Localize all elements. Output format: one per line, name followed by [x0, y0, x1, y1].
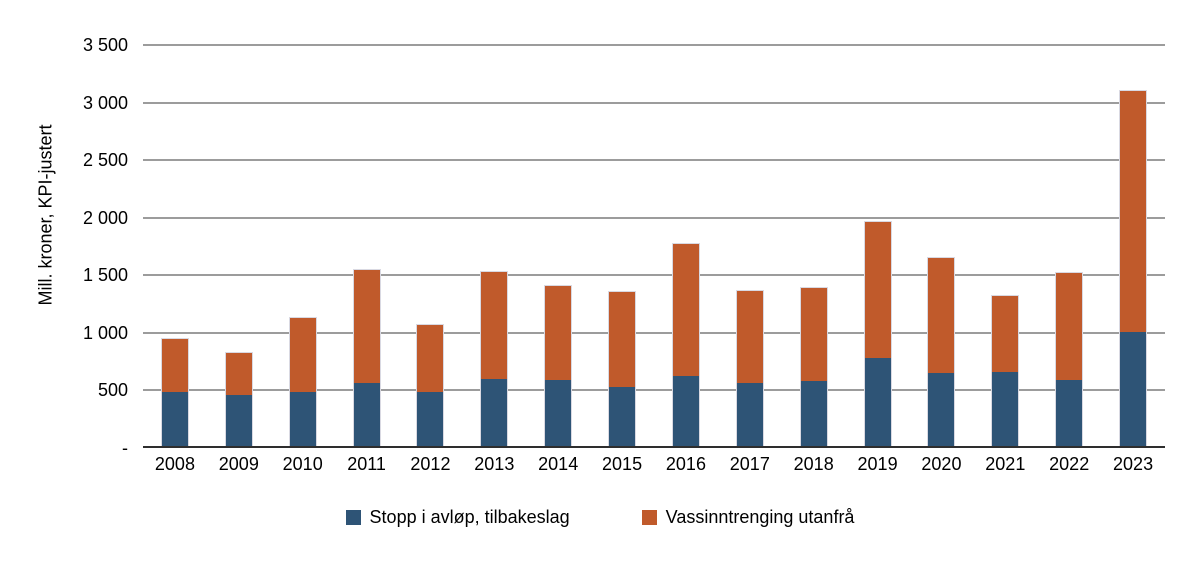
bar-segment: [864, 222, 891, 359]
bar-column: [544, 284, 573, 447]
bar-column: [224, 351, 253, 447]
bar-segment: [353, 382, 380, 447]
gridline: [143, 44, 1165, 46]
bar-column: [927, 256, 956, 447]
x-tick-label: 2008: [154, 454, 195, 474]
bar-segment: [672, 375, 699, 447]
bar-segment: [992, 295, 1019, 372]
bar-column: [863, 221, 892, 447]
bar-column: [160, 337, 189, 447]
bar-segment: [225, 352, 252, 395]
y-tick-label: 2 500: [82, 150, 128, 171]
bar-segment: [289, 318, 316, 392]
x-tick-label: 2020: [921, 454, 962, 474]
legend-label: Stopp i avløp, tilbakeslag: [369, 507, 570, 527]
bar-segment: [928, 372, 955, 447]
bar-segment: [1120, 91, 1147, 332]
x-tick-label: 2018: [793, 454, 834, 474]
bar-segment: [1056, 272, 1083, 380]
y-tick-label: 2 000: [82, 207, 128, 228]
bar-segment: [481, 272, 508, 380]
x-tick-label: 2012: [410, 454, 451, 474]
bar-segment: [736, 291, 763, 384]
x-tick-label: 2016: [665, 454, 706, 474]
bar-segment: [864, 358, 891, 447]
bar-column: [416, 323, 445, 447]
bar-segment: [609, 387, 636, 447]
x-tick-label: 2013: [474, 454, 515, 474]
legend-item: Vassinntrenging utanfrå: [641, 507, 855, 528]
bar-segment: [417, 324, 444, 392]
bar-segment: [992, 371, 1019, 447]
x-tick-label: 2009: [218, 454, 259, 474]
y-tick-label: 1 000: [82, 322, 128, 343]
legend-label: Vassinntrenging utanfrå: [665, 507, 855, 527]
bar-segment: [481, 379, 508, 447]
bar-segment: [353, 269, 380, 383]
legend-swatch-icon: [345, 510, 361, 525]
bar-segment: [161, 392, 188, 447]
bar-segment: [736, 383, 763, 447]
legend: Stopp i avløp, tilbakeslag Vassinntrengin…: [0, 507, 1200, 528]
bar-segment: [545, 379, 572, 447]
gridline: [143, 101, 1165, 104]
bar-column: [735, 290, 764, 447]
plot-area: [143, 44, 1165, 448]
y-tick-label: -: [122, 438, 128, 458]
bar-segment: [289, 391, 316, 447]
bar-segment: [1120, 331, 1147, 447]
bar-column: [1119, 90, 1148, 447]
bar-column: [1055, 271, 1084, 447]
x-tick-label: 2023: [1113, 454, 1154, 474]
y-tick-label: 3 500: [82, 35, 128, 55]
y-tick-label: 500: [97, 380, 128, 401]
bar-segment: [1056, 379, 1083, 447]
bar-column: [352, 268, 381, 447]
bar-segment: [928, 257, 955, 373]
gridline: [143, 216, 1165, 219]
legend-swatch-icon: [641, 510, 657, 525]
bar-column: [288, 317, 317, 447]
bar-segment: [800, 380, 827, 447]
gridline: [143, 389, 1165, 392]
x-axis-line: [143, 446, 1165, 448]
bar-column: [671, 242, 700, 447]
y-tick-label: 3 000: [82, 92, 128, 113]
bar-segment: [417, 391, 444, 447]
bar-segment: [545, 285, 572, 380]
bar-column: [608, 291, 637, 447]
x-tick-label: 2011: [347, 454, 386, 474]
x-tick-label: 2017: [729, 454, 770, 474]
gridline: [143, 159, 1165, 162]
bar-segment: [800, 287, 827, 381]
bar-segment: [225, 394, 252, 447]
bar-column: [799, 286, 828, 447]
bar-segment: [672, 243, 699, 376]
gridline: [143, 274, 1165, 277]
gridline: [143, 331, 1165, 334]
x-tick-label: 2015: [602, 454, 643, 474]
bar-column: [480, 271, 509, 447]
bar-segment: [609, 292, 636, 388]
x-tick-label: 2010: [282, 454, 323, 474]
x-tick-label: 2021: [985, 454, 1026, 474]
y-tick-label: 1 500: [82, 265, 128, 286]
bar-segment: [161, 338, 188, 393]
legend-item: Stopp i avløp, tilbakeslag: [345, 507, 570, 528]
x-tick-label: 2019: [857, 454, 898, 474]
x-tick-label: 2014: [538, 454, 579, 474]
x-tick-label: 2022: [1049, 454, 1090, 474]
bar-column: [991, 294, 1020, 447]
